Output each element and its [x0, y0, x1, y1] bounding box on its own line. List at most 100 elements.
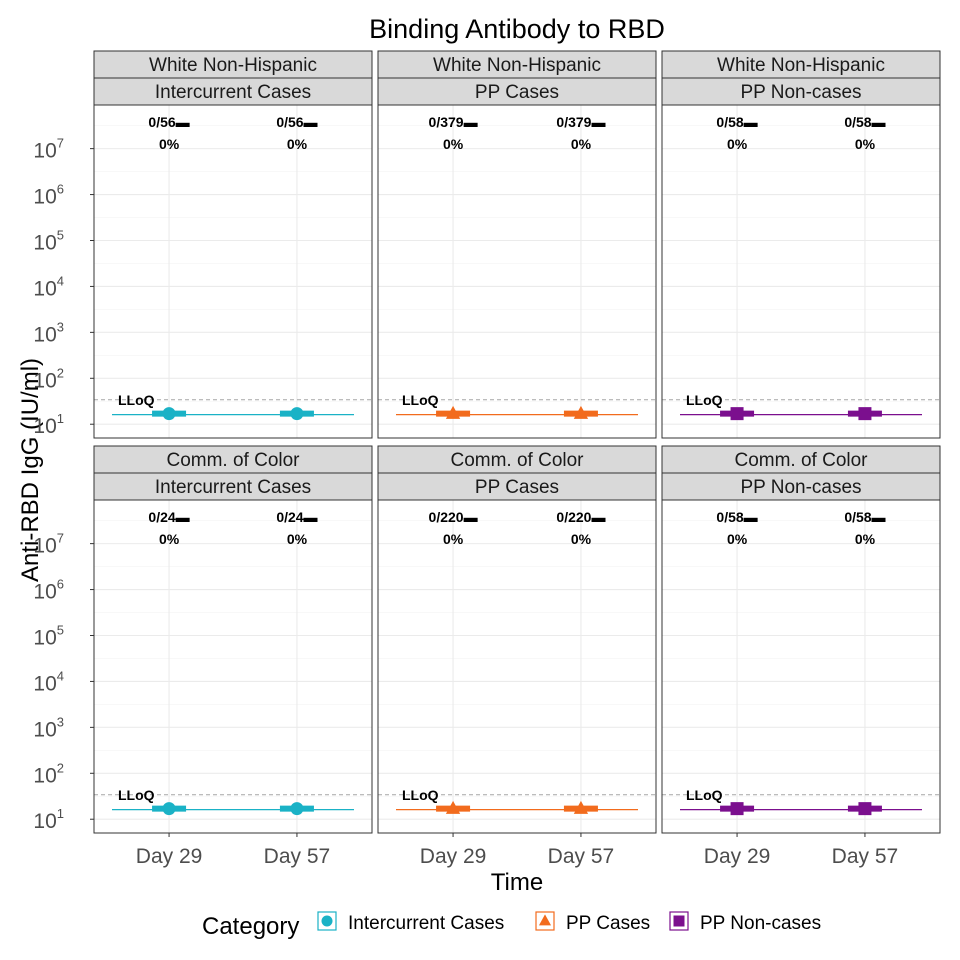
count-label: 0/24▬	[276, 509, 317, 525]
percent-label: 0%	[287, 531, 308, 547]
percent-label: 0%	[727, 136, 748, 152]
count-label: 0/24▬	[148, 509, 189, 525]
panel: White Non-Hispanic PP Non-cases LLoQ 0/58▬ 0…	[661, 50, 941, 439]
count-label: 0/56▬	[276, 114, 317, 130]
data-point	[162, 802, 176, 816]
count-label: 0/379▬	[429, 114, 478, 130]
lloq-label: LLoQ	[402, 392, 439, 408]
panel-border	[377, 104, 657, 439]
y-tick-label: 102	[33, 760, 64, 787]
y-tick-label: 101	[33, 411, 64, 438]
y-tick-label: 103	[33, 319, 64, 346]
count-label: 0/56▬	[148, 114, 189, 130]
y-axis-title: Anti-RBD IgG (IU/ml)	[17, 358, 44, 582]
plot-area	[662, 500, 940, 833]
strip-col	[377, 77, 657, 106]
y-tick-label: 105	[33, 227, 64, 254]
percent-label: 0%	[159, 531, 180, 547]
panel-border	[661, 499, 941, 834]
lloq-label: LLoQ	[686, 392, 723, 408]
y-tick-label: 106	[33, 182, 64, 209]
y-tick-label: 103	[33, 714, 64, 741]
x-tick-label: Day 29	[136, 845, 203, 868]
count-label: 0/58▬	[844, 509, 885, 525]
legend-marker	[673, 915, 685, 927]
data-point	[573, 405, 589, 419]
data-point	[730, 802, 744, 816]
count-label: 0/220▬	[429, 509, 478, 525]
y-tick-label: 102	[33, 365, 64, 392]
panel: White Non-Hispanic PP Cases LLoQ 0/379▬ 0% 0/…	[377, 50, 657, 439]
x-tick-label: Day 29	[704, 845, 771, 868]
panel: Comm. of Color PP Cases LLoQ 0/220▬ 0% 0/220▬…	[377, 445, 657, 868]
x-tick-label: Day 29	[420, 845, 487, 868]
x-tick-label: Day 57	[832, 845, 899, 868]
count-label: 0/220▬	[556, 509, 605, 525]
lloq-label: LLoQ	[686, 787, 723, 803]
panel-border	[93, 104, 373, 439]
y-tick-label: 104	[33, 668, 64, 695]
x-tick-label: Day 57	[548, 845, 615, 868]
percent-label: 0%	[443, 531, 464, 547]
legend-label: PP Non-cases	[700, 913, 821, 934]
y-tick-label: 104	[33, 273, 64, 300]
strip-row-label: White Non-Hispanic	[717, 55, 885, 76]
percent-label: 0%	[287, 136, 308, 152]
count-label: 0/58▬	[844, 114, 885, 130]
strip-row-label: White Non-Hispanic	[433, 55, 601, 76]
y-tick-label: 106	[33, 577, 64, 604]
strip-col-label: PP Cases	[475, 477, 559, 498]
strip-col-label: Intercurrent Cases	[155, 477, 311, 498]
plot-area	[94, 500, 372, 833]
y-tick-label: 107	[33, 136, 64, 163]
strip-col-label: Intercurrent Cases	[155, 82, 311, 103]
data-point	[162, 407, 176, 421]
percent-label: 0%	[571, 531, 592, 547]
data-point	[445, 405, 461, 419]
strip-row-label: Comm. of Color	[166, 450, 300, 471]
percent-label: 0%	[727, 531, 748, 547]
legend-label: PP Cases	[566, 913, 650, 934]
strip-row	[661, 50, 941, 79]
data-point	[290, 802, 304, 816]
count-label: 0/58▬	[716, 509, 757, 525]
x-tick-label: Day 57	[264, 845, 331, 868]
strip-col-label: PP Non-cases	[740, 477, 861, 498]
strip-col	[93, 77, 373, 106]
data-point	[445, 800, 461, 814]
strip-row	[93, 445, 373, 474]
panel-border	[377, 499, 657, 834]
y-tick-label: 105	[33, 622, 64, 649]
percent-label: 0%	[855, 136, 876, 152]
legend: Category Intercurrent Cases PP Cases PP Non…	[202, 911, 821, 940]
panel: Comm. of Color PP Non-cases LLoQ 0/58▬ 0% 0/5…	[661, 445, 941, 868]
legend-marker	[321, 915, 333, 927]
plot-area	[94, 105, 372, 438]
lloq-label: LLoQ	[118, 392, 155, 408]
strip-col	[661, 77, 941, 106]
data-point	[573, 800, 589, 814]
legend-item: PP Cases	[535, 911, 650, 934]
panel: Comm. of Color Intercurrent Cases LLoQ 0/24…	[33, 445, 373, 868]
y-tick-label: 101	[33, 806, 64, 833]
panel: White Non-Hispanic Intercurrent Cases LLoQ…	[33, 50, 373, 439]
strip-row	[93, 50, 373, 79]
lloq-label: LLoQ	[402, 787, 439, 803]
strip-row	[377, 445, 657, 474]
panel-border	[661, 104, 941, 439]
percent-label: 0%	[855, 531, 876, 547]
data-point	[858, 407, 872, 421]
count-label: 0/379▬	[556, 114, 605, 130]
legend-item: PP Non-cases	[669, 911, 821, 934]
data-point	[858, 802, 872, 816]
legend-marker	[538, 914, 552, 926]
y-tick-label: 107	[33, 531, 64, 558]
strip-row	[377, 50, 657, 79]
legend-item: Intercurrent Cases	[317, 911, 504, 934]
strip-col-label: PP Non-cases	[740, 82, 861, 103]
data-point	[290, 407, 304, 421]
plot-area	[378, 500, 656, 833]
legend-title: Category	[202, 913, 299, 940]
chart-title: Binding Antibody to RBD	[369, 14, 665, 44]
